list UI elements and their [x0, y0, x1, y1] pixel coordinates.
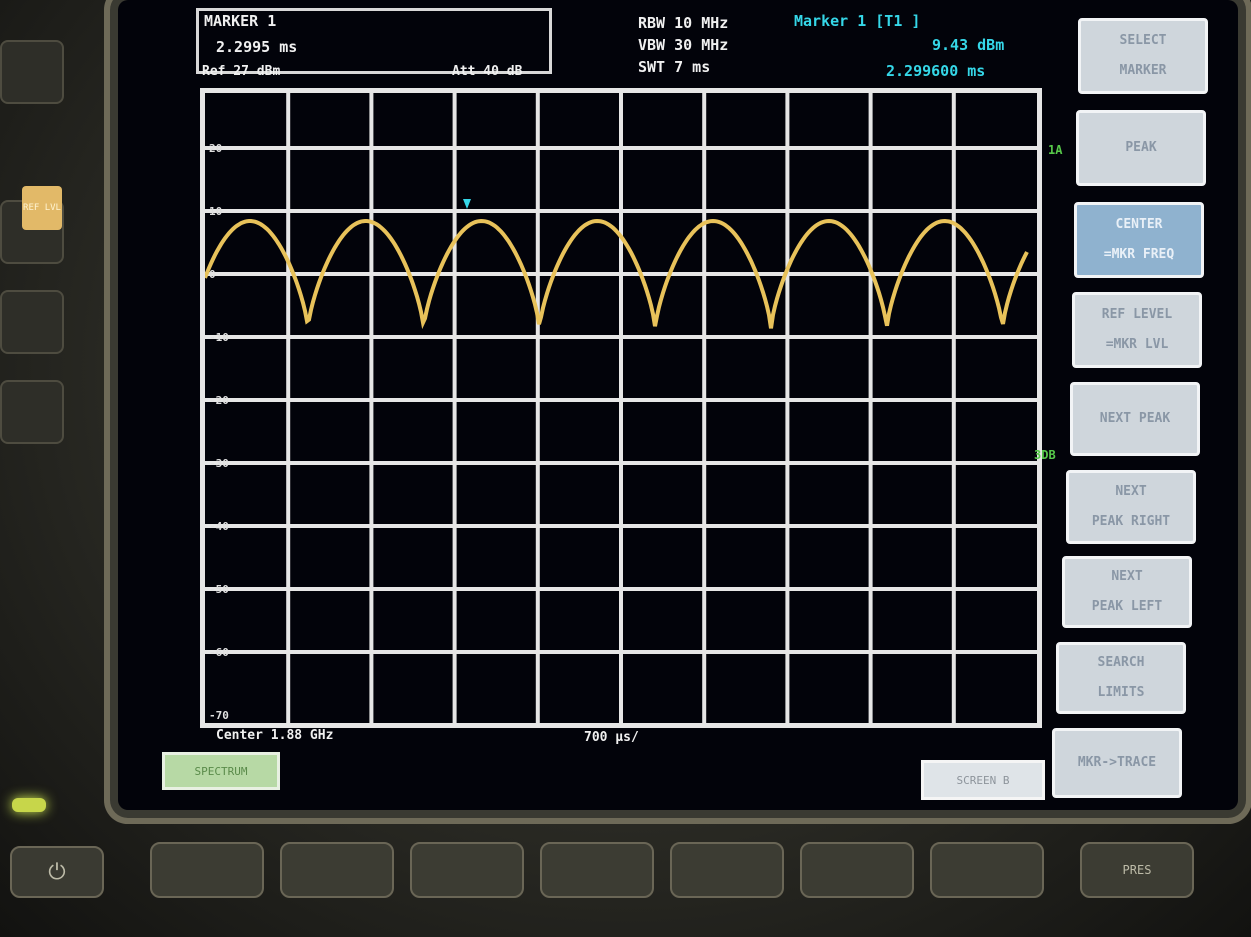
- marker-title: Marker 1 [T1 ]: [794, 12, 921, 30]
- mode-tag: SPECTRUM: [162, 752, 280, 790]
- time-per-division-label: 700 µs/: [584, 730, 639, 745]
- softkey-label: LIMITS: [1097, 685, 1145, 700]
- softkey-center-mkr-freq[interactable]: CENTER =MKR FREQ: [1074, 202, 1204, 278]
- hw-key-7[interactable]: [930, 842, 1044, 898]
- left-key-4[interactable]: [0, 380, 64, 444]
- hw-key-5[interactable]: [670, 842, 784, 898]
- softkey-label: NEXT: [1115, 484, 1147, 499]
- center-frequency-label: Center 1.88 GHz: [216, 728, 334, 743]
- hw-key-6[interactable]: [800, 842, 914, 898]
- marker-box-value: 2.2995 ms: [216, 38, 298, 56]
- hw-key-2[interactable]: [280, 842, 394, 898]
- softkey-search-limits[interactable]: SEARCH LIMITS: [1056, 642, 1186, 714]
- bottom-hardware-keys: ⏻ PRES: [0, 830, 1251, 930]
- marker-1-pointer: [463, 199, 471, 209]
- power-icon: ⏻: [48, 859, 66, 885]
- side-mark-mid: 3DB: [1034, 448, 1056, 462]
- hw-key-4[interactable]: [540, 842, 654, 898]
- marker-time: 2.299600 ms: [886, 62, 986, 80]
- marker-level: 9.43 dBm: [932, 36, 1005, 54]
- softkey-label: =MKR LVL: [1105, 337, 1169, 352]
- y-axis-label: 10: [209, 205, 222, 218]
- y-axis-label: -50: [209, 583, 229, 596]
- y-axis-label: -20: [209, 394, 229, 407]
- marker-info-box: [196, 8, 552, 74]
- hw-key-3[interactable]: [410, 842, 524, 898]
- softkey-label: SEARCH: [1097, 655, 1145, 670]
- y-axis-label: -60: [209, 646, 229, 659]
- measurement-grid: 20 10 0 -10 -20 -30 -40 -50 -60 -70: [200, 88, 1042, 728]
- hw-key-1[interactable]: [150, 842, 264, 898]
- y-axis-label: 20: [209, 142, 222, 155]
- screen-tag[interactable]: SCREEN B: [921, 760, 1045, 800]
- softkey-peak[interactable]: PEAK: [1076, 110, 1206, 186]
- softkey-label: SELECT: [1119, 33, 1167, 48]
- power-button[interactable]: ⏻: [10, 846, 104, 898]
- power-led: [12, 798, 46, 812]
- ref-level-readout: Ref 27 dBm: [202, 64, 281, 79]
- softkey-next-peak-left[interactable]: NEXT PEAK LEFT: [1062, 556, 1192, 628]
- vbw-readout: VBW 30 MHz: [638, 36, 729, 54]
- softkey-next-peak-right[interactable]: NEXT PEAK RIGHT: [1066, 470, 1196, 544]
- softkey-mkr-to-trace[interactable]: MKR->TRACE: [1052, 728, 1182, 798]
- trace-area: 20 10 0 -10 -20 -30 -40 -50 -60 -70: [205, 93, 1037, 723]
- softkey-label: NEXT PEAK: [1099, 411, 1171, 426]
- softkey-ref-level-mkr-lvl[interactable]: REF LEVEL =MKR LVL: [1072, 292, 1202, 368]
- softkey-next-peak[interactable]: NEXT PEAK: [1070, 382, 1200, 456]
- softkey-select-marker[interactable]: SELECT MARKER: [1078, 18, 1208, 94]
- left-key-3[interactable]: [0, 290, 64, 354]
- y-axis-label: -30: [209, 457, 229, 470]
- ref-level-badge: REF LVL: [22, 186, 62, 230]
- softkey-label: PEAK LEFT: [1091, 599, 1163, 614]
- analyzer-screen: MARKER 1 2.2995 ms Ref 27 dBm Att 40 dB …: [118, 0, 1238, 810]
- left-key-1[interactable]: [0, 40, 64, 104]
- softkey-label: =MKR FREQ: [1103, 247, 1175, 262]
- y-axis-label: 0: [209, 268, 216, 281]
- softkey-label: MARKER: [1119, 63, 1167, 78]
- softkey-label: PEAK RIGHT: [1091, 514, 1171, 529]
- softkey-label: NEXT: [1111, 569, 1143, 584]
- attenuation-readout: Att 40 dB: [452, 64, 523, 79]
- softkey-label: REF LEVEL: [1101, 307, 1173, 322]
- y-axis-label: -10: [209, 331, 229, 344]
- rbw-readout: RBW 10 MHz: [638, 14, 729, 32]
- softkey-label: MKR->TRACE: [1077, 755, 1157, 770]
- softkey-label: CENTER: [1115, 217, 1163, 232]
- side-mark-top: 1A: [1048, 143, 1063, 157]
- y-axis-label: -40: [209, 520, 229, 533]
- preset-key-label: PRES: [1122, 863, 1152, 877]
- marker-box-title: MARKER 1: [204, 12, 277, 30]
- preset-key[interactable]: PRES: [1080, 842, 1194, 898]
- softkey-label: PEAK: [1125, 140, 1157, 155]
- y-axis-label: -70: [209, 709, 229, 722]
- signal-trace: [205, 218, 1029, 330]
- sweep-time-readout: SWT 7 ms: [638, 58, 711, 76]
